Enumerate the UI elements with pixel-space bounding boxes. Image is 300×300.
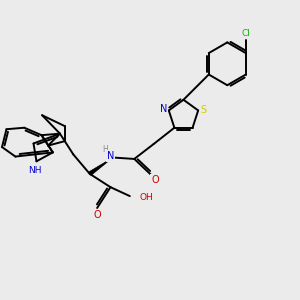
Text: N: N bbox=[160, 104, 167, 114]
Text: N: N bbox=[107, 151, 114, 161]
Text: O: O bbox=[151, 175, 159, 185]
Text: Cl: Cl bbox=[242, 29, 250, 38]
Text: NH: NH bbox=[28, 166, 42, 175]
Text: H: H bbox=[103, 145, 108, 154]
Text: S: S bbox=[200, 105, 207, 116]
Text: OH: OH bbox=[139, 193, 153, 202]
Text: O: O bbox=[93, 209, 101, 220]
Polygon shape bbox=[88, 158, 112, 176]
